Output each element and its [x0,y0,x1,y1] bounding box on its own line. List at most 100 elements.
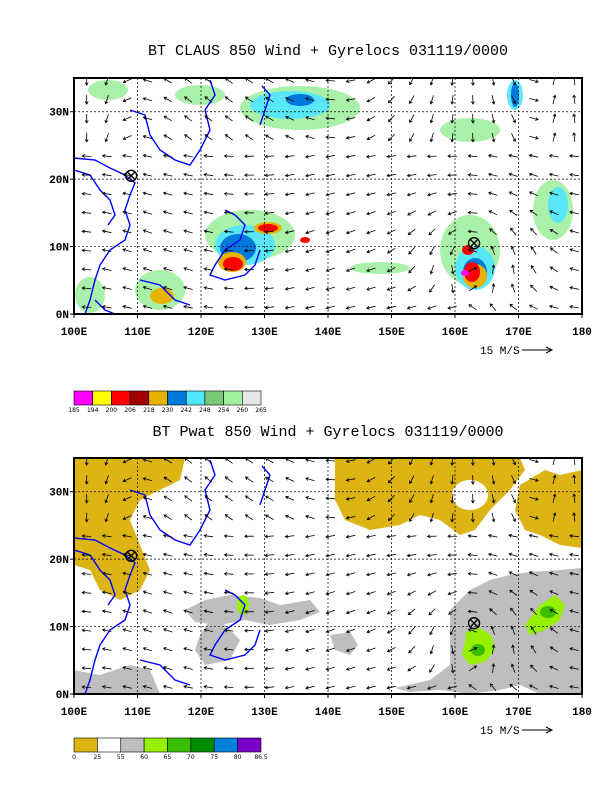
y-tick-label: 10N [49,243,69,255]
wind-arrow [184,134,193,141]
wind-arrow [104,512,109,523]
wind-arrow [386,267,396,273]
wind-arrow [122,304,132,309]
wind-arrow [244,514,254,521]
wind-arrow [264,192,275,197]
wind-arrow [508,533,518,538]
x-tick-label: 160E [442,707,469,719]
wind-arrow [426,553,437,558]
wind-arrow [81,553,92,557]
wind-arrow [447,553,458,558]
wind-arrow [528,571,538,577]
x-tick-label: 180 [572,327,592,339]
wind-arrow [101,286,112,290]
wind-arrow [101,628,112,632]
wind-arrow [509,209,518,216]
wind-arrow [284,629,295,633]
colorbar-label: 248 [199,407,211,414]
wind-arrow [122,609,132,614]
wind-arrow [529,209,538,216]
wind-arrow [549,571,559,576]
wind-arrow [509,303,518,311]
colorbar-swatch [120,737,145,753]
wind-arrow [366,267,376,272]
wind-arrow [552,493,557,503]
wind-arrow [549,665,559,671]
y-tick-label: 20N [49,555,69,567]
wind-arrow [81,229,92,234]
wind-arrow [409,513,415,522]
wind-arrow [305,173,315,178]
wind-arrow [467,173,478,177]
colorbar-label: 25 [94,754,102,761]
wind-arrow [284,287,295,291]
wind-arrow [487,172,498,177]
gyre-markers [124,549,481,630]
wind-arrow [407,590,416,596]
colorbar-swatch [204,390,224,406]
wind-arrow [81,248,92,253]
wind-arrow [345,305,356,310]
colorbar-label: 70 [187,754,195,761]
wind-arrow [223,286,234,291]
wind-arrow [305,134,315,139]
wind-arrow [429,493,434,504]
wind-arrow [305,477,315,482]
wind-arrow [81,154,92,158]
wind-arrow [142,514,153,519]
wind-arrow [224,134,233,141]
wind-arrow [468,684,477,691]
wind-arrow [365,154,376,159]
wind-arrow [122,154,132,158]
wind-arrow [406,534,417,539]
wind-arrow [572,132,577,142]
wind-arrow [366,286,376,291]
wind-arrow [122,248,132,253]
wind-arrow [104,95,109,105]
wind-arrow [162,153,173,158]
wind-arrow [569,685,579,689]
wind-arrow [366,609,376,615]
colorbar-label: 80 [234,754,242,761]
wind-arrow [122,267,132,272]
wind-arrow [142,97,153,102]
wind-arrow [552,474,557,485]
wind-arrow [366,477,376,483]
wind-arrow [162,172,173,177]
wind-arrow [265,514,274,520]
wind-arrow [162,684,173,689]
wind-arrow [429,626,435,636]
wind-arrow [429,78,434,86]
wind-arrow [142,267,153,272]
wind-arrow [101,154,112,158]
wind-arrow [104,78,109,86]
wind-arrow [285,477,295,482]
wind-arrow [101,229,112,234]
wind-arrow [549,247,558,254]
wind-arrow [488,590,498,596]
wind-arrow [428,608,436,616]
wind-arrow [548,534,559,538]
wind-arrow [569,571,579,576]
wind-arrow [529,135,539,140]
wind-arrow [84,114,89,124]
wind-arrow [345,173,356,178]
wind-arrow [101,647,112,651]
colorbar-label: 260 [237,407,249,414]
wind-arrow [305,97,315,102]
wind-arrow [223,590,234,595]
wind-arrow [470,475,475,485]
wind-arrow [491,264,496,274]
wind-arrow [409,133,415,142]
wind-arrow [345,116,356,121]
wind-arrow [81,666,92,671]
wind-arrow [409,475,415,485]
wind-arrow [487,533,498,538]
wind-arrow [429,132,434,143]
wind-arrow [509,589,518,596]
wind-arrow [284,553,295,558]
wind-arrow [511,133,516,143]
wind-arrow [366,248,376,254]
wind-arrow [204,134,213,141]
wind-arrow [84,458,89,467]
